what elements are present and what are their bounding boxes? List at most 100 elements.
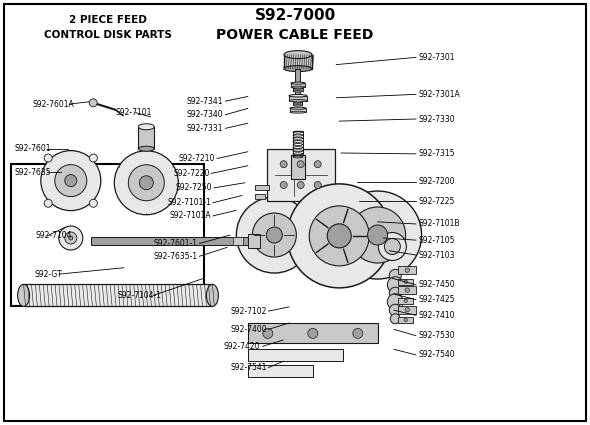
Text: S92-7601-1: S92-7601-1	[153, 239, 198, 248]
Bar	[398, 317, 413, 323]
Circle shape	[384, 238, 401, 255]
Text: S92-7341: S92-7341	[186, 96, 223, 106]
Circle shape	[44, 199, 52, 207]
Text: S92-7250: S92-7250	[176, 183, 212, 193]
Circle shape	[287, 184, 391, 288]
Bar	[11, 164, 204, 306]
Circle shape	[139, 176, 153, 190]
Bar	[291, 83, 305, 87]
Text: POWER CABLE FEED: POWER CABLE FEED	[217, 28, 373, 42]
Text: S92-7601A: S92-7601A	[32, 99, 74, 109]
Circle shape	[314, 161, 321, 168]
Text: S92-7000: S92-7000	[254, 8, 336, 23]
Circle shape	[404, 318, 408, 322]
Circle shape	[308, 329, 318, 338]
Circle shape	[353, 329, 363, 338]
Ellipse shape	[289, 94, 307, 97]
Circle shape	[237, 197, 312, 273]
Text: S92-7540: S92-7540	[419, 350, 455, 360]
Circle shape	[128, 165, 165, 201]
Bar	[293, 130, 303, 159]
Ellipse shape	[289, 99, 307, 102]
Bar	[398, 266, 417, 274]
Bar	[291, 155, 305, 178]
Text: S92-7301A: S92-7301A	[419, 90, 461, 99]
Circle shape	[333, 191, 422, 279]
Text: S92-7301: S92-7301	[419, 53, 455, 62]
Circle shape	[89, 99, 97, 107]
Circle shape	[297, 161, 304, 168]
Bar	[255, 185, 268, 190]
Circle shape	[69, 236, 73, 240]
Text: S92-7103: S92-7103	[419, 250, 455, 260]
Text: S92-7101B: S92-7101B	[419, 219, 460, 229]
Circle shape	[378, 232, 407, 261]
Ellipse shape	[290, 111, 306, 113]
Circle shape	[314, 181, 321, 189]
Ellipse shape	[290, 107, 306, 109]
Text: S92-7104-1: S92-7104-1	[118, 291, 162, 300]
Circle shape	[405, 288, 409, 292]
Text: S92-7101A: S92-7101A	[169, 211, 211, 221]
Text: S92-7425: S92-7425	[419, 295, 455, 304]
Circle shape	[44, 154, 52, 162]
Circle shape	[263, 329, 273, 338]
Circle shape	[280, 181, 287, 189]
Text: S92-7400: S92-7400	[230, 325, 267, 334]
Text: S92-7315: S92-7315	[419, 149, 455, 159]
Circle shape	[114, 151, 178, 215]
Text: S92-7220: S92-7220	[173, 169, 209, 178]
Bar	[91, 238, 268, 245]
Circle shape	[405, 268, 409, 272]
Bar	[293, 88, 303, 91]
Bar	[290, 108, 306, 112]
Ellipse shape	[138, 146, 155, 151]
Text: S92-7541: S92-7541	[230, 363, 267, 372]
Circle shape	[389, 304, 401, 316]
Bar	[233, 238, 243, 245]
Text: S92-7105: S92-7105	[419, 235, 455, 245]
Ellipse shape	[293, 91, 303, 92]
Circle shape	[90, 154, 97, 162]
Circle shape	[309, 206, 369, 266]
Text: S92-7330: S92-7330	[419, 114, 455, 124]
Text: S92-7101-1: S92-7101-1	[168, 198, 211, 207]
Bar	[398, 279, 413, 285]
Circle shape	[55, 164, 87, 197]
Bar	[398, 298, 413, 304]
Circle shape	[391, 314, 400, 324]
Circle shape	[253, 213, 296, 257]
Ellipse shape	[284, 51, 312, 59]
Bar	[248, 349, 343, 361]
Ellipse shape	[138, 124, 155, 130]
Bar	[289, 96, 307, 101]
Ellipse shape	[293, 88, 303, 89]
Text: S92-7200: S92-7200	[419, 177, 455, 187]
Bar	[293, 102, 303, 105]
Bar	[284, 55, 312, 68]
Circle shape	[404, 280, 408, 283]
Ellipse shape	[293, 105, 303, 106]
Circle shape	[327, 224, 351, 248]
Bar	[267, 149, 335, 201]
Text: S92-7530: S92-7530	[419, 331, 455, 340]
Text: S92-7635: S92-7635	[15, 167, 51, 177]
Text: S92-7420: S92-7420	[223, 342, 260, 351]
Ellipse shape	[291, 86, 305, 88]
Circle shape	[405, 307, 409, 312]
Circle shape	[65, 232, 77, 244]
Circle shape	[41, 150, 101, 211]
Circle shape	[404, 299, 408, 303]
Circle shape	[90, 199, 97, 207]
Ellipse shape	[206, 284, 218, 306]
Circle shape	[387, 294, 404, 310]
Bar	[255, 194, 265, 199]
Ellipse shape	[291, 82, 305, 84]
Text: S92-7210: S92-7210	[179, 154, 215, 163]
Text: S92-7340: S92-7340	[186, 110, 223, 119]
Text: S92-GT: S92-GT	[34, 269, 62, 279]
Circle shape	[350, 207, 405, 263]
Text: S92-7102: S92-7102	[230, 306, 267, 316]
Text: S92-7601: S92-7601	[15, 144, 51, 153]
Text: CONTROL DISK PARTS: CONTROL DISK PARTS	[44, 30, 172, 40]
